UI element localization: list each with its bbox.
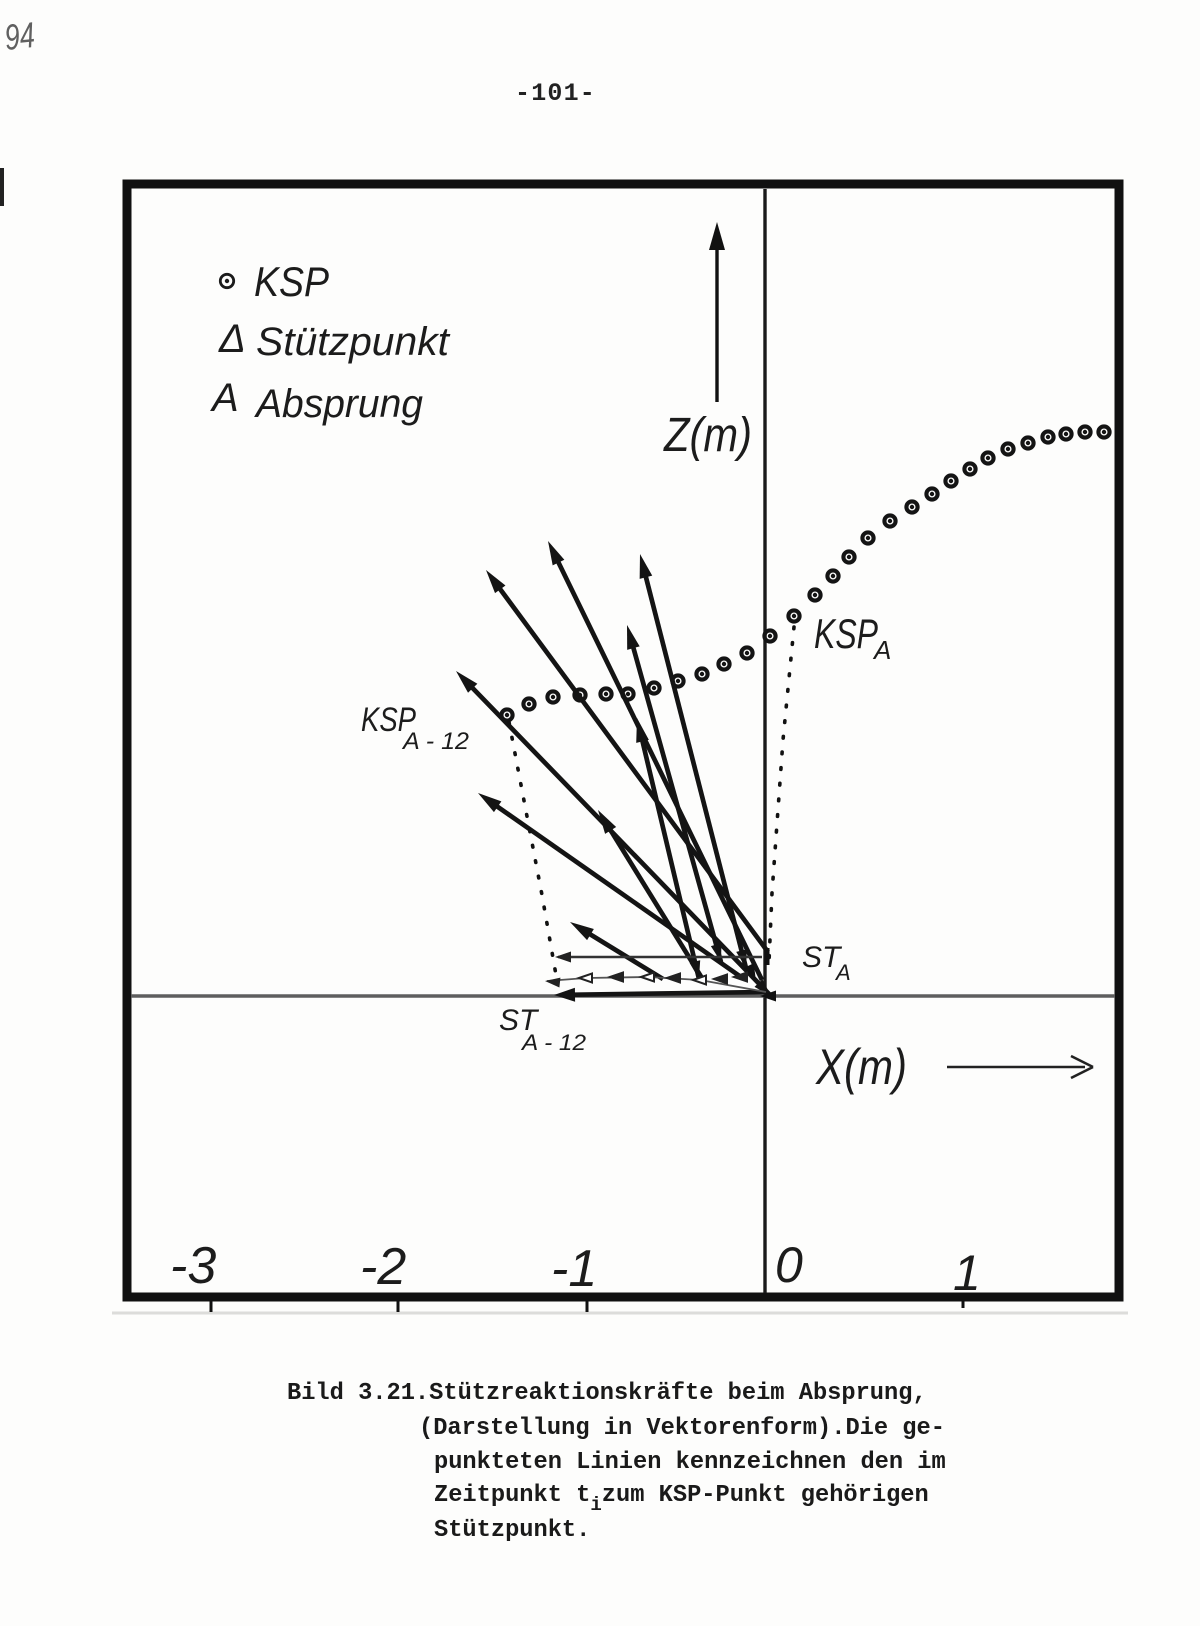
svg-text:A: A xyxy=(872,635,891,665)
svg-text:ST: ST xyxy=(499,1004,540,1037)
svg-text:A: A xyxy=(834,960,851,985)
svg-text:A - 12: A - 12 xyxy=(401,728,469,755)
svg-text:ST: ST xyxy=(802,941,843,974)
svg-text:-101-: -101- xyxy=(515,79,596,108)
svg-text:Δ: Δ xyxy=(218,317,246,361)
svg-text:X(m): X(m) xyxy=(815,1039,907,1095)
svg-text:(Darstellung in Vektorenform).: (Darstellung in Vektorenform).Die ge- xyxy=(419,1415,945,1442)
svg-text:KSP: KSP xyxy=(814,610,878,657)
svg-text:1: 1 xyxy=(953,1245,981,1301)
svg-text:KSP: KSP xyxy=(361,701,416,739)
svg-text:94: 94 xyxy=(3,14,37,58)
svg-text:Stützpunkt: Stützpunkt xyxy=(256,320,451,364)
svg-text:punkteten Linien kennzeichnen: punkteten Linien kennzeichnen den im xyxy=(434,1449,946,1476)
svg-text:-1: -1 xyxy=(551,1240,597,1298)
svg-text:A - 12: A - 12 xyxy=(520,1030,586,1055)
svg-text:-2: -2 xyxy=(360,1238,406,1296)
svg-text:KSP: KSP xyxy=(254,258,329,305)
svg-text:-3: -3 xyxy=(170,1237,216,1295)
svg-text:Bild 3.21.Stützreaktionskräfte: Bild 3.21.Stützreaktionskräfte beim Absp… xyxy=(287,1380,927,1407)
svg-text:Z(m): Z(m) xyxy=(663,409,752,462)
svg-text:Absprung: Absprung xyxy=(254,382,423,426)
svg-text:Stützpunkt.: Stützpunkt. xyxy=(434,1517,590,1544)
svg-text:A: A xyxy=(210,376,239,420)
svg-text:0: 0 xyxy=(775,1237,803,1293)
